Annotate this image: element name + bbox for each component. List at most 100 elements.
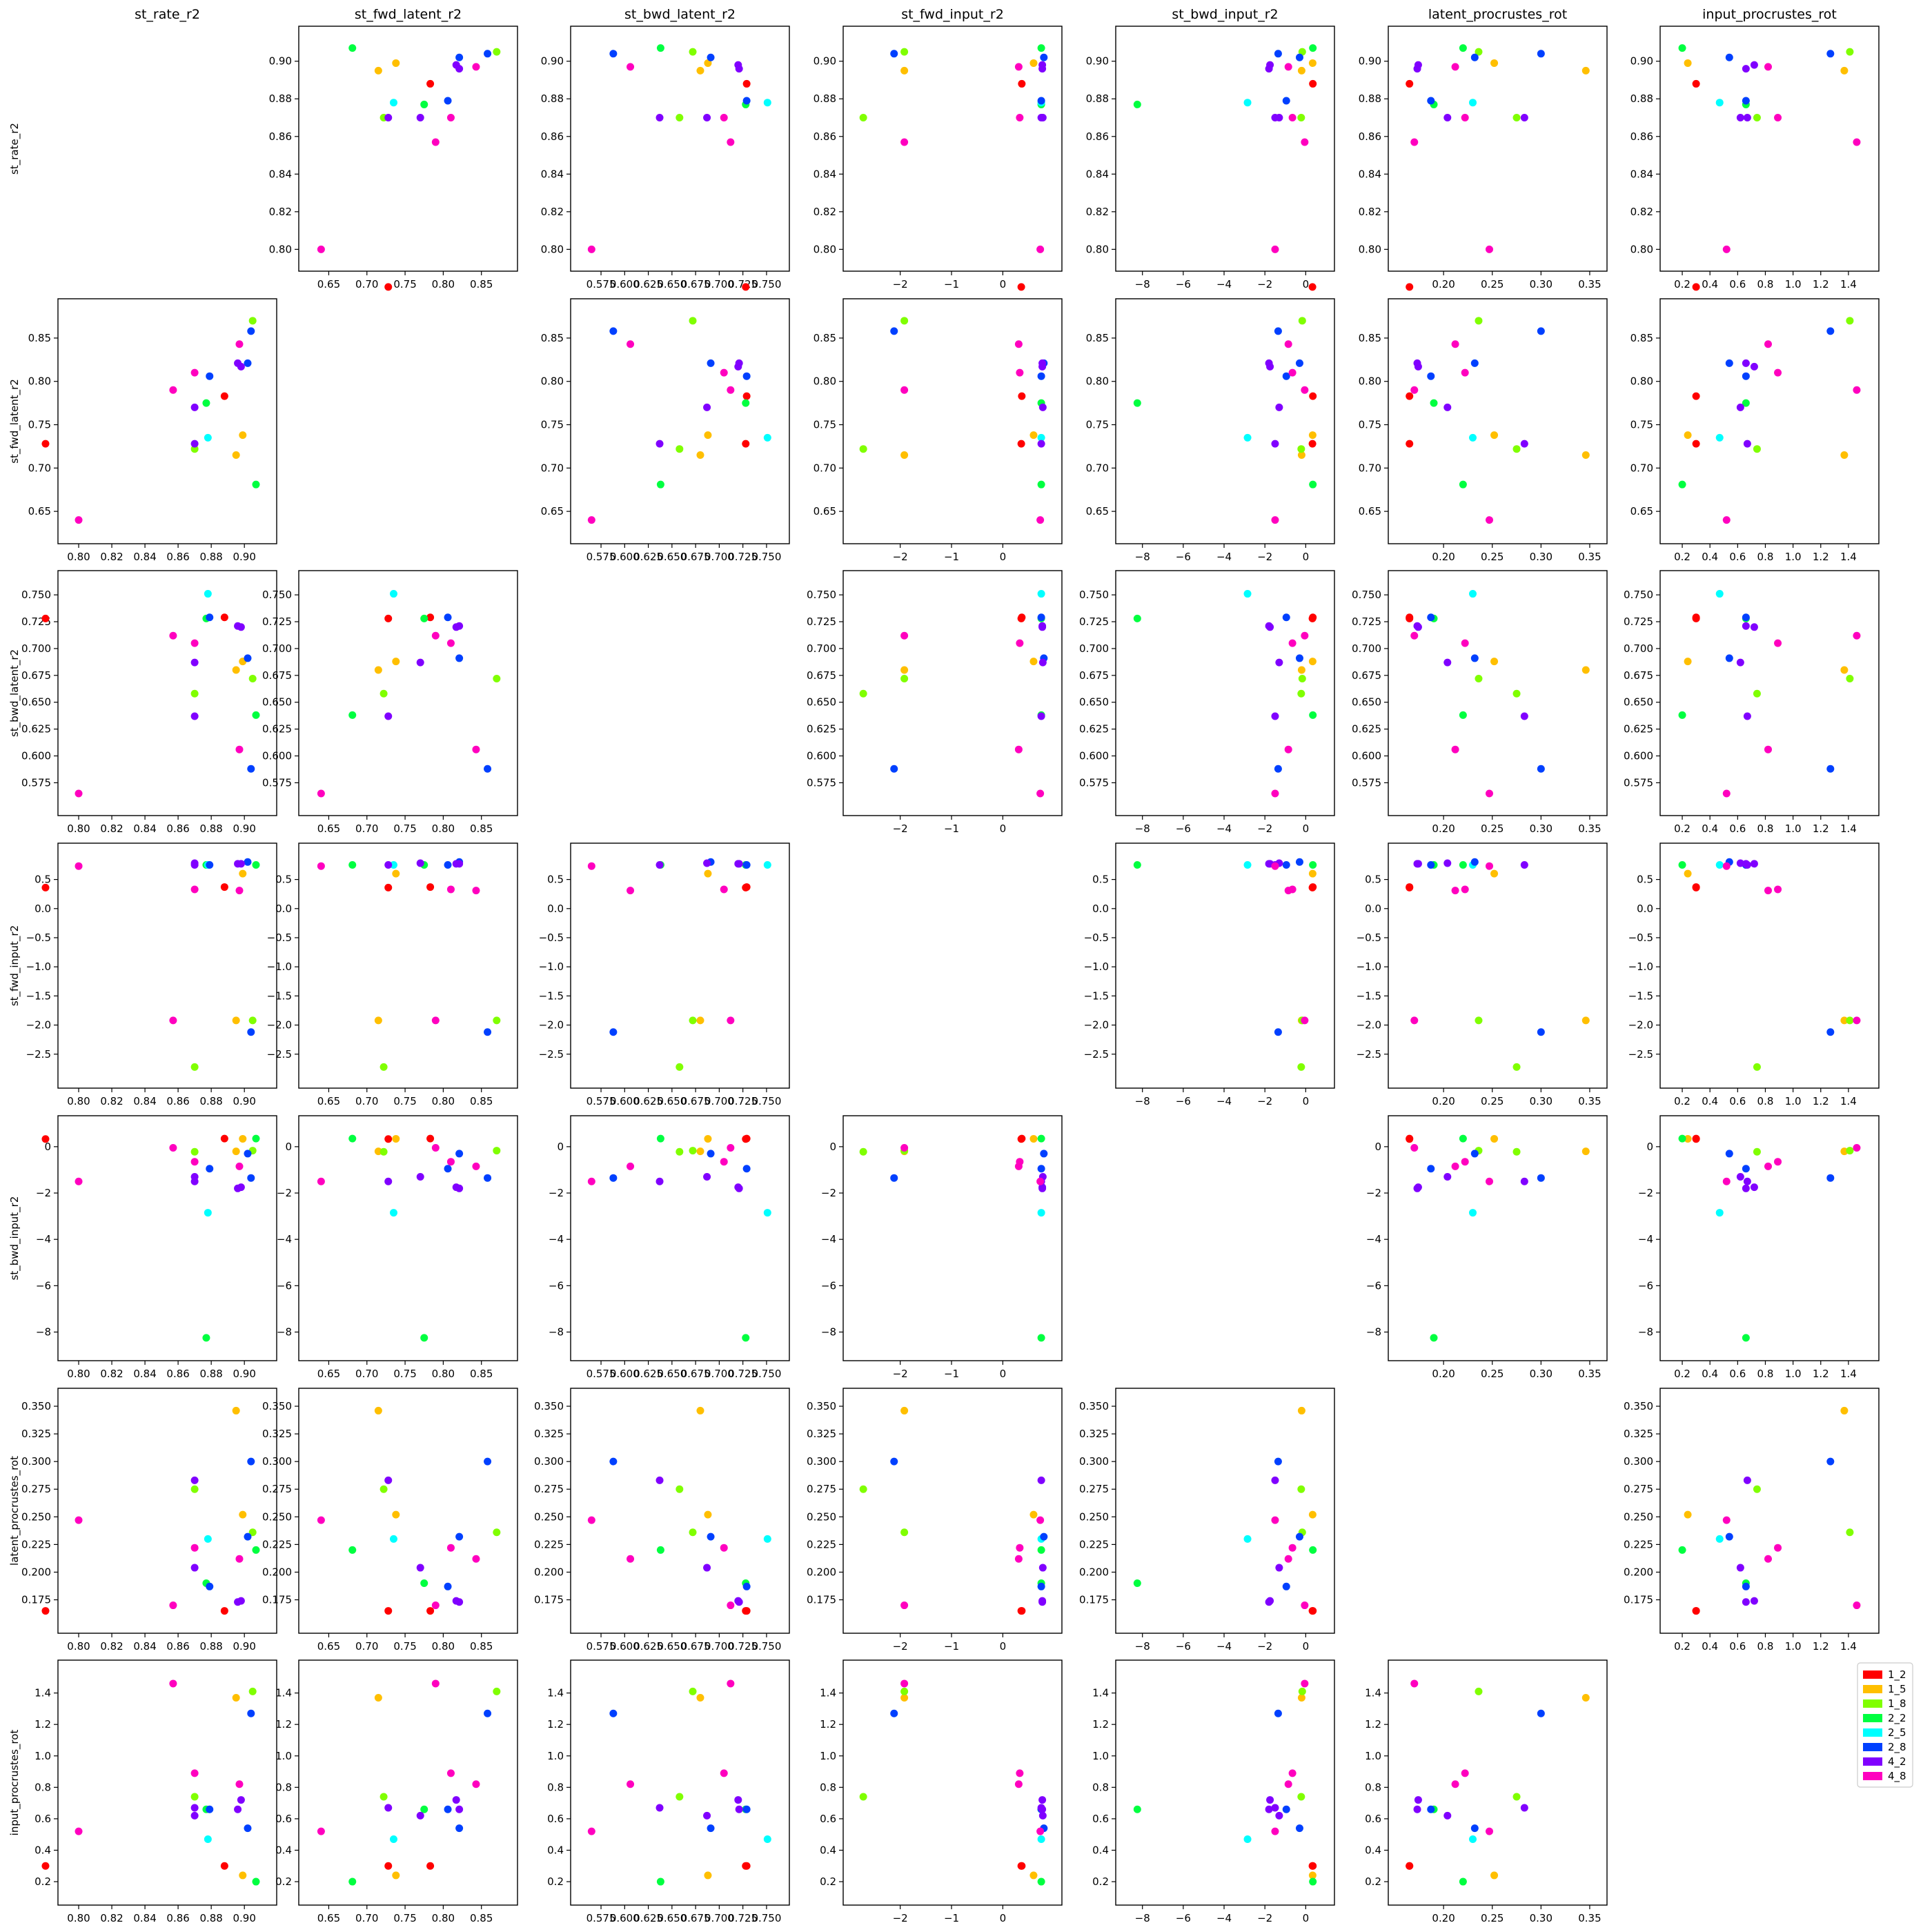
- x-tick-label: 0: [1303, 1912, 1310, 1924]
- point-2_5-8: [389, 590, 397, 598]
- x-tick-label: −2: [1257, 1095, 1272, 1107]
- point-1_2-1: [1308, 283, 1317, 291]
- x-tick-label: 0.725: [728, 1640, 758, 1653]
- y-tick-label: 0: [829, 1141, 836, 1153]
- x-tick-label: 0.700: [704, 1912, 734, 1924]
- legend-swatch-2_8: [1863, 1743, 1882, 1751]
- point-1_8-5: [859, 1147, 867, 1156]
- x-tick-label: 0.725: [728, 1912, 758, 1924]
- x-tick-label: 0.90: [233, 822, 255, 835]
- y-tick-label: −6: [1638, 1279, 1653, 1292]
- point-2_8-9: [1537, 50, 1545, 58]
- point-1_8-4: [248, 317, 257, 325]
- point-2_2-7: [1037, 44, 1045, 52]
- x-tick-label: 0.750: [751, 1640, 781, 1653]
- point-4_8-16: [317, 789, 325, 798]
- legend-label-1_5: 1_5: [1888, 1683, 1906, 1696]
- row-label-st_fwd_input_r2: st_fwd_input_r2: [8, 925, 21, 1006]
- point-4_8-19: [627, 63, 635, 71]
- point-2_8-9: [1274, 765, 1282, 773]
- y-tick-label: 0.80: [1086, 375, 1109, 388]
- point-2_2-7: [1309, 1877, 1317, 1886]
- point-4_2-15: [1038, 65, 1047, 73]
- point-1_5-2: [239, 1871, 247, 1880]
- x-tick-label: −6: [1176, 278, 1191, 290]
- x-tick-label: 0.575: [586, 551, 616, 563]
- point-4_2-15: [455, 860, 464, 868]
- point-2_2-7: [348, 44, 357, 52]
- point-1_2-1: [1692, 283, 1700, 291]
- y-tick-label: 0.600: [262, 750, 292, 762]
- y-tick-label: 0.88: [1086, 92, 1109, 105]
- point-4_8-17: [431, 138, 440, 146]
- point-1_2-1: [742, 1862, 750, 1870]
- point-4_2-15: [234, 1805, 242, 1813]
- point-2_5-8: [763, 99, 771, 107]
- y-tick-label: 0.4: [1092, 1844, 1109, 1856]
- point-4_8-16: [1485, 1827, 1493, 1835]
- point-4_8-18: [1461, 1158, 1469, 1166]
- x-tick-label: 0.65: [317, 1640, 340, 1653]
- point-4_2-12: [1037, 440, 1045, 448]
- point-4_8-18: [1774, 1158, 1782, 1166]
- x-tick-label: 0.80: [432, 822, 455, 835]
- y-tick-label: 0.4: [820, 1844, 836, 1856]
- y-tick-label: 0.80: [269, 243, 292, 255]
- x-tick-label: 0.82: [100, 1095, 123, 1107]
- x-tick-label: 0.700: [704, 1640, 734, 1653]
- y-tick-label: 0.65: [1359, 505, 1381, 518]
- point-2_2-6: [202, 399, 210, 407]
- point-1_8-4: [900, 674, 909, 682]
- point-4_2-13: [703, 114, 711, 122]
- x-tick-label: 0.600: [610, 1095, 640, 1107]
- panel-frame: [298, 842, 518, 1089]
- y-tick-label: 0.80: [541, 375, 564, 388]
- x-tick-label: 0.70: [355, 822, 378, 835]
- point-4_8-19: [235, 745, 244, 753]
- point-1_5-2: [704, 869, 712, 878]
- x-tick-label: −8: [1135, 278, 1150, 290]
- y-tick-label: −0.5: [1357, 931, 1381, 944]
- point-4_2-12: [656, 1804, 664, 1812]
- y-tick-label: 0.175: [1079, 1594, 1109, 1606]
- x-tick-label: −4: [1216, 278, 1232, 290]
- point-2_2-7: [656, 1546, 664, 1554]
- point-1_2-1: [384, 1862, 393, 1870]
- point-1_2-1: [1017, 1135, 1025, 1143]
- point-4_8-18: [1461, 885, 1469, 894]
- point-4_2-12: [1743, 712, 1751, 720]
- point-1_5-2: [239, 431, 247, 440]
- x-tick-label: 0.700: [704, 278, 734, 290]
- point-1_5-2: [392, 658, 400, 666]
- y-tick-label: 0.85: [814, 332, 836, 344]
- point-4_8-17: [1301, 1679, 1309, 1688]
- point-1_5-2: [1684, 869, 1692, 878]
- y-tick-label: −2.5: [1084, 1048, 1109, 1061]
- point-4_2-13: [1038, 1564, 1047, 1572]
- point-1_2-1: [1308, 1607, 1317, 1615]
- point-4_2-15: [1038, 622, 1047, 630]
- point-2_5-8: [1243, 861, 1252, 869]
- y-tick-label: −2: [1366, 1187, 1381, 1199]
- x-tick-label: 1.4: [1840, 551, 1857, 563]
- legend-label-2_8: 2_8: [1888, 1741, 1906, 1754]
- point-2_8-11: [1725, 654, 1733, 662]
- point-2_8-9: [484, 1709, 492, 1717]
- point-2_8-10: [1427, 372, 1435, 380]
- x-tick-label: 0.650: [657, 1368, 687, 1380]
- y-tick-label: −2: [821, 1187, 836, 1199]
- point-1_8-4: [900, 1687, 909, 1695]
- point-2_8-10: [1742, 372, 1750, 380]
- point-4_2-15: [735, 860, 743, 868]
- point-1_8-4: [1475, 48, 1483, 56]
- y-tick-label: 0.575: [1624, 776, 1653, 789]
- y-tick-label: 1.4: [275, 1687, 292, 1699]
- x-tick-label: 0.750: [751, 551, 781, 563]
- point-1_5-3: [696, 451, 704, 459]
- y-tick-label: 0.90: [1359, 55, 1381, 68]
- point-4_8-16: [75, 789, 83, 798]
- y-tick-label: 0.625: [1624, 723, 1653, 736]
- point-2_2-7: [252, 480, 260, 489]
- column-title-st_rate_r2: st_rate_r2: [135, 7, 200, 22]
- y-tick-label: 0.82: [541, 206, 564, 218]
